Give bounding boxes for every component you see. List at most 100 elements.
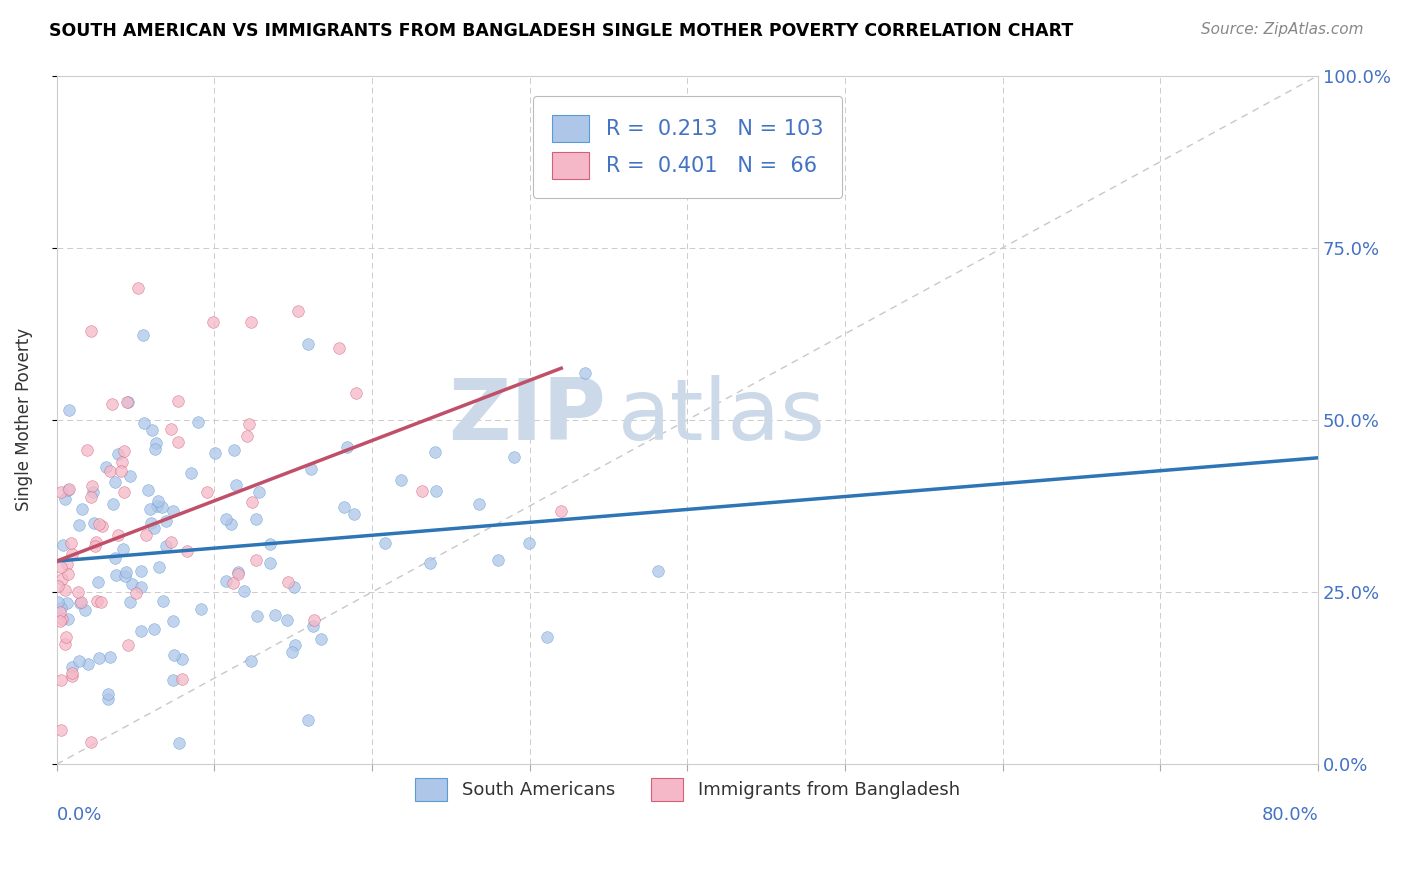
Point [80, 324, 103, 338]
Point [215, 574, 238, 588]
Point [112, 444, 135, 458]
Point [87, 651, 110, 665]
Text: 80.0%: 80.0% [1261, 805, 1319, 823]
Point [97, 687, 120, 701]
Point [120, 595, 142, 609]
Point [82, 484, 104, 499]
Point [90, 518, 112, 533]
Point [98, 464, 121, 478]
Point [46, 595, 69, 609]
Point [419, 556, 441, 570]
Point [536, 630, 558, 644]
Point [70, 501, 93, 516]
Point [222, 576, 245, 591]
Point [233, 584, 256, 599]
Point [503, 450, 526, 464]
Point [104, 475, 127, 489]
Point [67, 517, 90, 532]
Point [53, 637, 76, 651]
Point [155, 514, 177, 528]
Point [114, 485, 136, 500]
Point [195, 484, 218, 499]
Point [118, 469, 141, 483]
Point [374, 535, 396, 549]
Point [467, 497, 489, 511]
Point [139, 501, 162, 516]
Point [176, 544, 198, 558]
Point [117, 395, 139, 409]
Point [110, 464, 132, 478]
Point [519, 535, 541, 549]
Point [187, 415, 209, 429]
Point [114, 569, 136, 583]
Point [152, 594, 174, 608]
Point [49, 601, 72, 615]
Point [49, 673, 72, 687]
Point [125, 586, 148, 600]
Point [107, 447, 129, 461]
Point [146, 499, 169, 513]
Point [49, 615, 72, 629]
Point [160, 535, 183, 549]
Point [69, 596, 91, 610]
Point [96, 692, 118, 706]
Point [105, 568, 128, 582]
Point [264, 607, 287, 622]
Point [56, 567, 79, 582]
Point [143, 521, 166, 535]
Point [155, 539, 177, 553]
Point [299, 462, 322, 476]
Point [423, 445, 446, 459]
Point [159, 422, 181, 436]
Text: 0.0%: 0.0% [56, 805, 103, 823]
Point [46, 579, 69, 593]
Point [53, 492, 76, 507]
Point [117, 395, 139, 409]
Point [49, 560, 72, 574]
Point [51, 612, 73, 626]
Point [222, 442, 245, 457]
Point [242, 495, 264, 509]
Point [60, 666, 83, 681]
Text: atlas: atlas [619, 375, 825, 458]
Point [204, 446, 226, 460]
Point [76, 442, 98, 457]
Point [127, 281, 149, 295]
Point [574, 366, 596, 380]
Point [344, 386, 367, 401]
Point [238, 417, 260, 431]
Point [75, 603, 97, 617]
Point [83, 516, 105, 530]
Point [145, 436, 167, 450]
Point [162, 504, 184, 518]
Point [550, 504, 572, 518]
Point [259, 537, 281, 551]
Point [302, 613, 325, 627]
Point [281, 644, 304, 658]
Point [276, 613, 298, 627]
Point [56, 557, 79, 571]
Point [67, 654, 90, 668]
Point [245, 553, 267, 567]
Point [86, 594, 108, 608]
Point [240, 654, 263, 668]
Point [167, 435, 190, 450]
Point [180, 466, 202, 480]
Point [58, 403, 80, 417]
Point [60, 547, 83, 561]
Point [129, 624, 152, 639]
Point [332, 500, 354, 514]
Point [52, 538, 75, 552]
Point [111, 455, 134, 469]
Point [389, 474, 412, 488]
Point [136, 483, 159, 497]
Point [59, 536, 82, 550]
Point [309, 632, 332, 646]
Point [247, 485, 270, 500]
Point [87, 575, 110, 590]
Point [225, 478, 247, 492]
Point [142, 622, 165, 636]
Point [163, 648, 186, 662]
Point [80, 735, 103, 749]
Point [70, 595, 93, 609]
